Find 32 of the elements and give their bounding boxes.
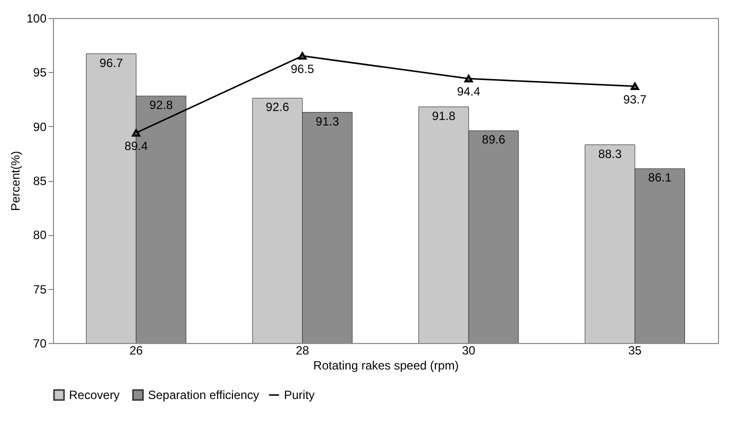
legend-label: Purity bbox=[284, 388, 315, 402]
x-tick-label: 35 bbox=[628, 344, 642, 358]
y-tick-label: 100 bbox=[26, 12, 47, 26]
data-label: 93.7 bbox=[623, 92, 647, 106]
data-label: 92.6 bbox=[266, 100, 290, 114]
y-tick-label: 75 bbox=[33, 282, 47, 296]
data-label: 89.4 bbox=[124, 138, 148, 153]
data-label: 94.4 bbox=[456, 84, 481, 99]
data-label: 91.3 bbox=[316, 114, 340, 128]
data-label: 86.1 bbox=[648, 170, 672, 185]
y-axis-title: Percent(%) bbox=[8, 150, 22, 212]
data-label: 88.3 bbox=[598, 146, 622, 161]
y-tick-label: 90 bbox=[33, 120, 47, 134]
y-tick-label: 85 bbox=[33, 174, 47, 188]
point bbox=[630, 82, 640, 90]
legend-label: Separation efficiency bbox=[148, 388, 260, 402]
data-label: 89.6 bbox=[482, 132, 506, 147]
x-tick-label: 28 bbox=[296, 344, 310, 358]
point bbox=[464, 74, 473, 82]
point bbox=[132, 129, 140, 137]
point bbox=[298, 52, 307, 60]
x-axis-title: Rotating rakes speed (rpm) bbox=[313, 358, 459, 372]
data-label: 91.8 bbox=[432, 108, 456, 123]
y-tick-label: 70 bbox=[33, 336, 47, 350]
x-tick-label: 26 bbox=[129, 344, 144, 358]
y-tick-label: 95 bbox=[33, 66, 47, 80]
data-label: 92.8 bbox=[149, 98, 174, 112]
data-label: 96.5 bbox=[290, 62, 314, 76]
y-tick-label: 80 bbox=[33, 228, 47, 242]
x-tick-label: 30 bbox=[462, 344, 476, 358]
legend-label: Recovery bbox=[69, 388, 120, 402]
data-label: 96.7 bbox=[100, 56, 124, 70]
